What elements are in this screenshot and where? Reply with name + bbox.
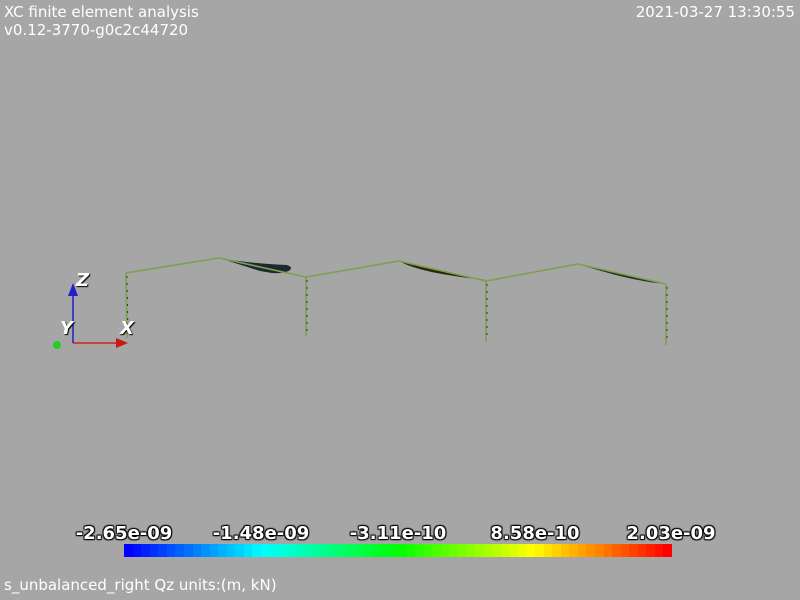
footer-caption: s_unbalanced_right Qz units:(m, kN) — [4, 576, 277, 594]
colorbar-segment — [637, 544, 647, 557]
z-axis-arrow — [68, 283, 78, 296]
colorbar-segment — [320, 544, 330, 557]
legend-tick-label: -3.11e-10 — [349, 523, 447, 544]
colorbar-segment — [286, 544, 296, 557]
colorbar — [124, 544, 672, 557]
colorbar-segment — [526, 544, 535, 557]
colorbar-segment — [141, 544, 150, 557]
colorbar-segment — [654, 544, 664, 557]
colorbar-segment — [663, 544, 672, 557]
colorbar-segment — [338, 544, 347, 557]
axis-x-label: X — [120, 318, 134, 339]
colorbar-segment — [603, 544, 613, 557]
colorbar-segment — [432, 544, 441, 557]
colorbar-segment — [201, 544, 210, 557]
frame-structure — [125, 257, 667, 345]
colorbar-segment — [457, 544, 467, 557]
colorbar-segment — [355, 544, 364, 557]
app-version: v0.12-3770-g0c2c44720 — [4, 21, 189, 39]
colorbar-segment — [406, 544, 416, 557]
legend-tick-label: 2.03e-09 — [626, 523, 716, 544]
colorbar-segment — [252, 544, 261, 557]
colorbar-segment — [543, 544, 553, 557]
colorbar-segment — [380, 544, 390, 557]
colorbar-segment — [535, 544, 544, 557]
colorbar-segment — [303, 544, 313, 557]
orientation-axes — [53, 283, 128, 349]
colorbar-segment — [149, 544, 159, 557]
colorbar-segment — [620, 544, 630, 557]
app-title: XC finite element analysis — [4, 3, 199, 21]
colorbar-segment — [500, 544, 510, 557]
column-markers — [126, 275, 668, 343]
colorbar-segment — [517, 544, 527, 557]
colorbar-segment — [398, 544, 407, 557]
timestamp: 2021-03-27 13:30:55 — [635, 3, 795, 21]
axis-z-label: Z — [76, 270, 90, 291]
colorbar-segment — [226, 544, 236, 557]
colorbar-segment — [269, 544, 279, 557]
colorbar-segment — [594, 544, 604, 557]
colorbar-segment — [372, 544, 381, 557]
colorbar-segment — [449, 544, 458, 557]
colorbar-segment — [423, 544, 433, 557]
colorbar-segment — [124, 544, 133, 557]
colorbar-segment — [363, 544, 373, 557]
colorbar-segment — [183, 544, 193, 557]
x-axis-arrow — [116, 338, 128, 348]
colorbar-segment — [218, 544, 227, 557]
colorbar-segment — [569, 544, 578, 557]
colorbar-segment — [415, 544, 424, 557]
colorbar-segment — [483, 544, 493, 557]
colorbar-segment — [243, 544, 253, 557]
colorbar-segment — [175, 544, 184, 557]
colorbar-segment — [440, 544, 450, 557]
colorbar-segment — [629, 544, 638, 557]
colorbar-segment — [192, 544, 202, 557]
colorbar-segment — [209, 544, 219, 557]
legend-tick-label: -1.48e-09 — [212, 523, 310, 544]
y-axis-dot — [53, 341, 61, 349]
colorbar-segment — [577, 544, 587, 557]
colorbar-segment — [612, 544, 621, 557]
axis-y-label: Y — [60, 318, 74, 339]
colorbar-segment — [346, 544, 356, 557]
colorbar-segment — [235, 544, 244, 557]
colorbar-segment — [492, 544, 501, 557]
legend-tick-label: 8.58e-10 — [490, 523, 580, 544]
colorbar-segment — [329, 544, 339, 557]
color-legend: -2.65e-09 -1.48e-09 -3.11e-10 8.58e-10 2… — [0, 520, 800, 560]
colorbar-segment — [509, 544, 518, 557]
colorbar-segment — [552, 544, 561, 557]
colorbar-segment — [132, 544, 142, 557]
legend-tick-label: -2.65e-09 — [75, 523, 173, 544]
colorbar-segment — [166, 544, 176, 557]
colorbar-segment — [261, 544, 270, 557]
colorbar-segment — [295, 544, 304, 557]
colorbar-segment — [389, 544, 398, 557]
colorbar-segment — [312, 544, 321, 557]
colorbar-segment — [466, 544, 476, 557]
colorbar-segment — [560, 544, 570, 557]
colorbar-segment — [586, 544, 595, 557]
colorbar-segment — [278, 544, 287, 557]
colorbar-segment — [475, 544, 484, 557]
colorbar-segment — [646, 544, 655, 557]
colorbar-segment — [158, 544, 167, 557]
